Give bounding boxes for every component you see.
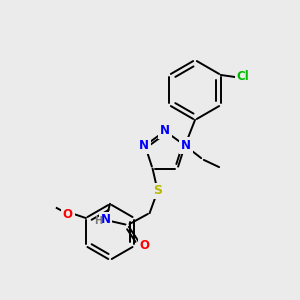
Text: N: N xyxy=(101,214,111,226)
Text: Cl: Cl xyxy=(237,70,249,83)
Text: O: O xyxy=(63,208,73,220)
Text: H: H xyxy=(94,216,103,226)
Text: O: O xyxy=(140,239,150,253)
Text: N: N xyxy=(139,139,149,152)
Text: N: N xyxy=(181,139,191,152)
Text: S: S xyxy=(153,184,162,197)
Text: N: N xyxy=(160,124,170,137)
